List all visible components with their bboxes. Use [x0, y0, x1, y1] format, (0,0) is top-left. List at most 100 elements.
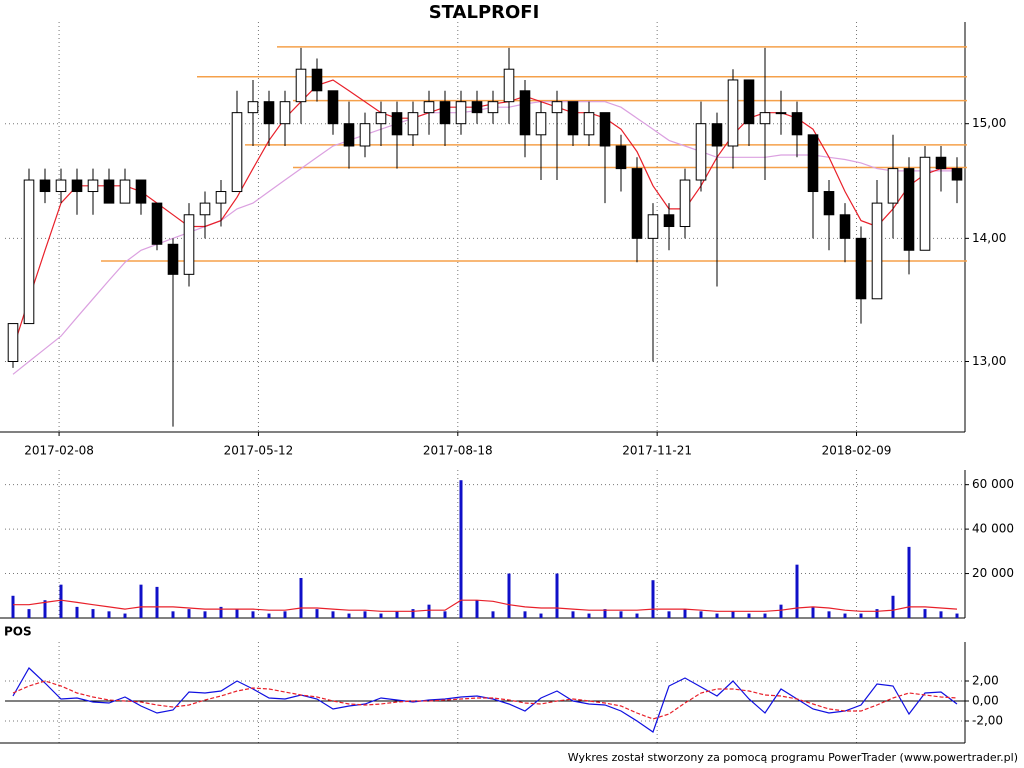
bar [11, 595, 15, 618]
candle-body [215, 191, 227, 204]
candle-body [103, 179, 115, 204]
candle-body [407, 112, 419, 136]
line-series [12, 667, 958, 733]
candle-body [23, 179, 35, 325]
candle-body [135, 179, 147, 204]
candle-body [151, 202, 163, 245]
bar [811, 606, 815, 618]
bar [475, 600, 479, 618]
candle-body [199, 202, 211, 216]
candle-body [295, 68, 307, 103]
candle-body [343, 123, 355, 147]
bar [171, 611, 175, 618]
candle-body [903, 168, 915, 251]
bar [139, 584, 143, 618]
candle-body [327, 90, 339, 125]
candle-body [839, 214, 851, 239]
bar [251, 611, 255, 618]
bar [539, 613, 543, 618]
bar [571, 611, 575, 618]
candle-body [231, 112, 243, 193]
bar [315, 609, 319, 618]
candle-body [551, 101, 563, 114]
candle-body [855, 237, 867, 300]
candle-body [55, 179, 67, 193]
bar [411, 609, 415, 618]
bar [235, 609, 239, 618]
candle-body [471, 101, 483, 114]
candle-body [279, 101, 291, 125]
bar [267, 613, 271, 618]
candle-body [423, 101, 435, 114]
bar [123, 613, 127, 618]
candle-body [711, 123, 723, 147]
bar [731, 611, 735, 618]
bar [683, 609, 687, 618]
candle-body [311, 68, 323, 92]
y-tick-label: 40 000 [972, 522, 1014, 536]
bar [699, 611, 703, 618]
bar [603, 609, 607, 618]
bar [779, 604, 783, 618]
bar [379, 613, 383, 618]
candle-body [695, 123, 707, 181]
panel-title: POS [4, 625, 32, 639]
bar [347, 613, 351, 618]
candle-body [935, 156, 947, 170]
candle-body [583, 112, 595, 136]
x-tick-label: 2018-02-09 [822, 444, 892, 458]
bar [763, 613, 767, 618]
bar [203, 611, 207, 618]
y-tick-label: -2,00 [972, 714, 1003, 728]
candle-body [775, 112, 787, 115]
candle-body [7, 323, 19, 362]
line-series [13, 599, 958, 612]
candle-body [599, 112, 611, 147]
bar [43, 600, 47, 618]
bar [667, 611, 671, 618]
x-tick-label: 2017-02-08 [24, 444, 94, 458]
candle-body [887, 168, 899, 204]
bar [955, 613, 959, 618]
bar [523, 611, 527, 618]
candle-body [567, 101, 579, 136]
bar [923, 609, 927, 618]
bar [715, 613, 719, 618]
bar [875, 609, 879, 618]
bar [795, 564, 799, 618]
y-tick-label: 15,00 [972, 116, 1006, 130]
bar [427, 604, 431, 618]
candle-body [951, 168, 963, 181]
y-tick-label: 0,00 [972, 694, 999, 708]
y-tick-label: 60 000 [972, 477, 1014, 491]
candle-body [87, 179, 99, 193]
candle-body [807, 134, 819, 193]
bar [907, 546, 911, 618]
y-tick-label: 13,00 [972, 354, 1006, 368]
bar [395, 611, 399, 618]
candle-body [263, 101, 275, 125]
bar [459, 480, 463, 618]
bar [491, 611, 495, 618]
candle-body [391, 112, 403, 136]
bar [747, 613, 751, 618]
candle-body [823, 191, 835, 216]
candle-body [71, 179, 83, 193]
x-tick-label: 2017-05-12 [224, 444, 294, 458]
candle-body [455, 101, 467, 125]
bar [619, 611, 623, 618]
candle-body [663, 214, 675, 228]
bar [859, 613, 863, 618]
bar [91, 609, 95, 618]
bar [635, 613, 639, 618]
bar [939, 611, 943, 618]
candle-body [487, 101, 499, 114]
y-tick-label: 2,00 [972, 674, 999, 688]
candle-body [791, 112, 803, 136]
bar [843, 613, 847, 618]
bar [299, 578, 303, 618]
footer: Wykres został stworzony za pomocą progra… [568, 751, 1018, 764]
candle-body [759, 112, 771, 125]
